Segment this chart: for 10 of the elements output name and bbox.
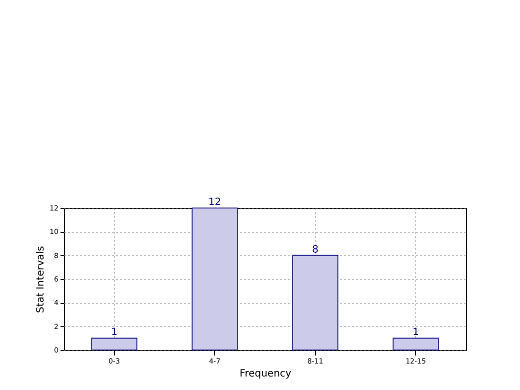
bar	[192, 208, 238, 350]
bar	[392, 338, 439, 350]
y-axis-title: Stat Intervals	[36, 246, 47, 314]
data-label: 8	[312, 244, 318, 256]
x-axis-title: Frequency	[240, 368, 292, 380]
data-label: 12	[208, 197, 222, 208]
bar	[292, 254, 338, 350]
data-label: 1	[412, 327, 419, 338]
data-label: 1	[111, 327, 118, 338]
bar	[91, 338, 138, 350]
